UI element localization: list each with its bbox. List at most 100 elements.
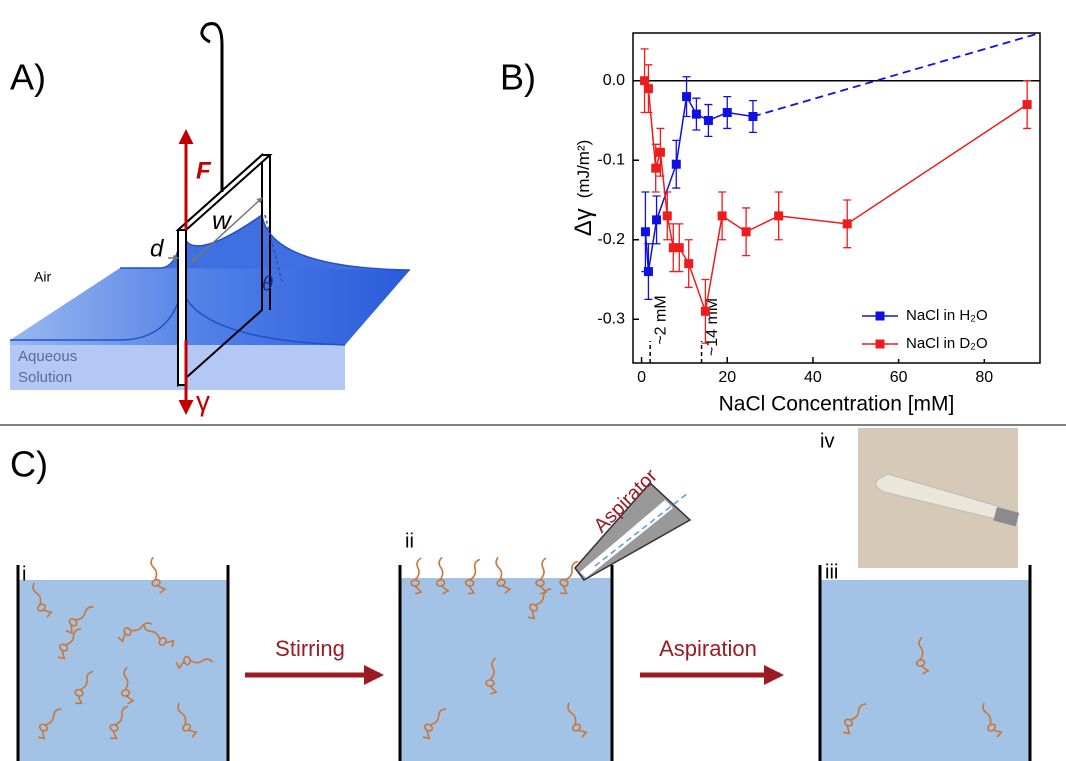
- meniscus: [120, 213, 411, 271]
- marker: [655, 147, 665, 157]
- marker: [703, 115, 713, 125]
- series-line: [643, 80, 1028, 315]
- x-axis-label: NaCl Concentration [mM]: [719, 393, 955, 416]
- molecule: [150, 556, 167, 594]
- stage-label: i: [22, 563, 26, 585]
- molecule: [559, 560, 579, 595]
- molecule: [842, 703, 867, 735]
- molecule: [37, 708, 62, 740]
- aspirator-channel: [580, 500, 673, 578]
- molecule: [915, 636, 930, 675]
- liquid-surface: [10, 268, 410, 345]
- marker: [691, 109, 701, 119]
- beaker: [818, 565, 1032, 761]
- angle-label: θ: [262, 273, 273, 295]
- legend-label: NaCl in D₂O: [906, 335, 988, 352]
- marker: [842, 219, 852, 229]
- molecule: [982, 702, 1003, 738]
- molecule: [143, 623, 175, 648]
- molecule: [65, 606, 94, 635]
- marker: [682, 92, 692, 102]
- molecule: [175, 655, 214, 670]
- molecule: [177, 702, 198, 738]
- width-arrow: [191, 197, 263, 263]
- panel-a: A) F γ w d θ Air Aqueous Solution: [10, 22, 411, 416]
- y-axis-unit: (mJ/m²): [574, 140, 593, 199]
- marker: [640, 76, 650, 86]
- series-line: [644, 94, 754, 272]
- marker: [668, 243, 678, 253]
- stage-label: ii: [405, 530, 414, 552]
- panel-b: B) 0 20 40 60 80 0.0 -0.1 -0.2 -0.3 NaCl Concentr…: [500, 32, 1041, 416]
- force-label: F: [196, 157, 212, 184]
- y-tick-label: -0.2: [597, 231, 625, 248]
- marker: [717, 211, 727, 221]
- marker: [684, 259, 694, 269]
- hook: [200, 22, 224, 192]
- molecule: [464, 558, 481, 595]
- molecule: [567, 702, 588, 738]
- molecule: [485, 657, 498, 695]
- thickness-label: d: [150, 235, 164, 262]
- tension-label: γ: [196, 385, 210, 416]
- plot-frame: [632, 32, 1041, 364]
- x-tick-label: 0: [637, 369, 646, 386]
- step-label: Stirring: [275, 636, 345, 661]
- x-tick-label: 60: [890, 369, 908, 386]
- legend-marker: [875, 339, 885, 349]
- marker: [722, 108, 732, 118]
- molecule: [422, 708, 447, 740]
- molecule: [117, 622, 153, 643]
- marker: [643, 267, 653, 277]
- legend-label: NaCl in H₂O: [906, 307, 988, 324]
- y-tick-label: -0.1: [597, 151, 625, 168]
- beaker: [16, 565, 230, 761]
- marker: [700, 306, 710, 316]
- beaker: [398, 565, 614, 761]
- legend-box: [858, 301, 1034, 359]
- panel-c: C) i ii iii iv Stirring Aspiration Aspir…: [10, 428, 1032, 761]
- stage-label: iv: [820, 430, 834, 452]
- annotation: ~2 mM: [652, 295, 669, 344]
- y-tick-label: 0.0: [603, 72, 625, 89]
- pipette-body: [993, 506, 1020, 527]
- marker: [1022, 100, 1032, 110]
- panel-label: B): [500, 57, 536, 98]
- step-label: Aspiration: [659, 636, 757, 661]
- water: [18, 580, 228, 761]
- molecule: [74, 670, 94, 705]
- water: [400, 578, 612, 761]
- molecule: [495, 556, 512, 594]
- molecule: [527, 588, 552, 620]
- marker: [652, 215, 662, 225]
- marker: [651, 163, 661, 173]
- marker: [748, 111, 758, 121]
- solution-label: Solution: [18, 369, 72, 386]
- marker: [671, 159, 681, 169]
- legend-marker: [875, 311, 885, 321]
- air-label: Air: [34, 269, 51, 285]
- width-label: w: [212, 205, 233, 235]
- marker: [640, 227, 650, 237]
- x-tick-label: 40: [804, 369, 822, 386]
- molecule: [120, 666, 135, 705]
- solution-label: Aqueous: [18, 348, 77, 365]
- molecule: [32, 582, 53, 618]
- water: [820, 580, 1030, 761]
- marker: [741, 227, 751, 237]
- panel-label: A): [10, 57, 46, 98]
- marker: [774, 211, 784, 221]
- y-tick-label: -0.3: [597, 310, 625, 327]
- marker: [662, 211, 672, 221]
- x-tick-label: 20: [718, 369, 736, 386]
- y-axis-symbol: Δγ: [570, 208, 597, 236]
- molecule: [435, 556, 450, 595]
- marker: [643, 84, 653, 94]
- x-tick-label: 80: [975, 369, 993, 386]
- panel-label: C): [10, 444, 48, 485]
- molecule: [410, 557, 423, 595]
- y-axis-label: Δγ (mJ/m²): [570, 140, 597, 237]
- marker: [674, 243, 684, 253]
- molecule: [535, 557, 548, 595]
